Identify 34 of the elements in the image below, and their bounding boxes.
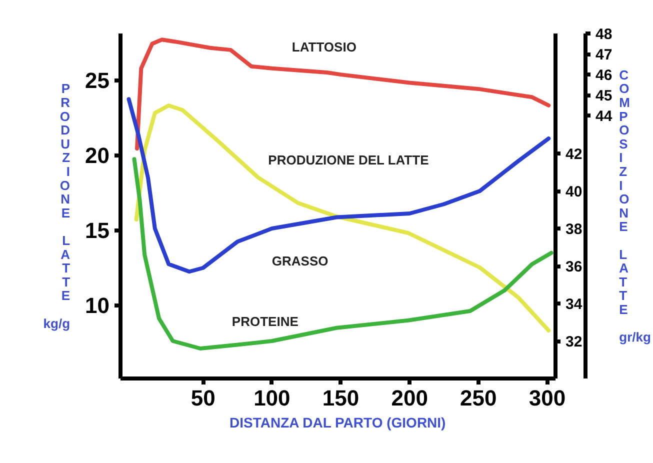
y3-tick-label: 48 bbox=[596, 26, 612, 43]
y2-tick-label: 36 bbox=[566, 258, 582, 276]
x-tick-label: 100 bbox=[254, 386, 290, 410]
line-series bbox=[135, 38, 551, 150]
x-tick-label: 150 bbox=[322, 386, 360, 410]
series-label: GRASSO bbox=[272, 254, 328, 268]
y2-tick-label: 32 bbox=[566, 334, 582, 350]
y-tick-label: 10 bbox=[85, 293, 110, 318]
text: PRODUZIONE LATTE bbox=[60, 81, 70, 304]
x-tick-label: 250 bbox=[460, 386, 497, 410]
series-label: LATTOSIO bbox=[292, 39, 356, 54]
x-axis-title: DISTANZA DAL PARTO (GIORNI) bbox=[230, 414, 446, 430]
x-tick-label: 200 bbox=[391, 386, 428, 410]
x-tick-label: 300 bbox=[528, 386, 566, 410]
y-tick-label: 20 bbox=[85, 143, 110, 168]
y2-tick-label: 34 bbox=[566, 296, 583, 313]
y3-tick-label: 47 bbox=[596, 46, 612, 64]
y3-tick-label: 45 bbox=[596, 88, 612, 105]
x-tick-label: 50 bbox=[190, 386, 216, 410]
y-tick-label: 25 bbox=[85, 68, 110, 93]
y2-tick-label: 42 bbox=[566, 146, 582, 163]
text: COMPOSIZIONE LATTE bbox=[619, 67, 630, 317]
line-series bbox=[126, 97, 551, 274]
series-label: PRODUZIONE DEL LATTE bbox=[268, 152, 430, 168]
text: gr/kg bbox=[619, 330, 652, 345]
text: kg/g bbox=[43, 316, 70, 331]
y-tick-label: 15 bbox=[85, 218, 110, 243]
line-series bbox=[134, 104, 551, 332]
y3-tick-label: 46 bbox=[596, 67, 612, 84]
series-label: PROTEINE bbox=[232, 314, 299, 329]
y2-tick-label: 40 bbox=[566, 184, 582, 200]
y2-tick-label: 38 bbox=[566, 221, 582, 238]
y3-tick-label: 44 bbox=[596, 108, 613, 126]
line-series bbox=[132, 157, 554, 350]
